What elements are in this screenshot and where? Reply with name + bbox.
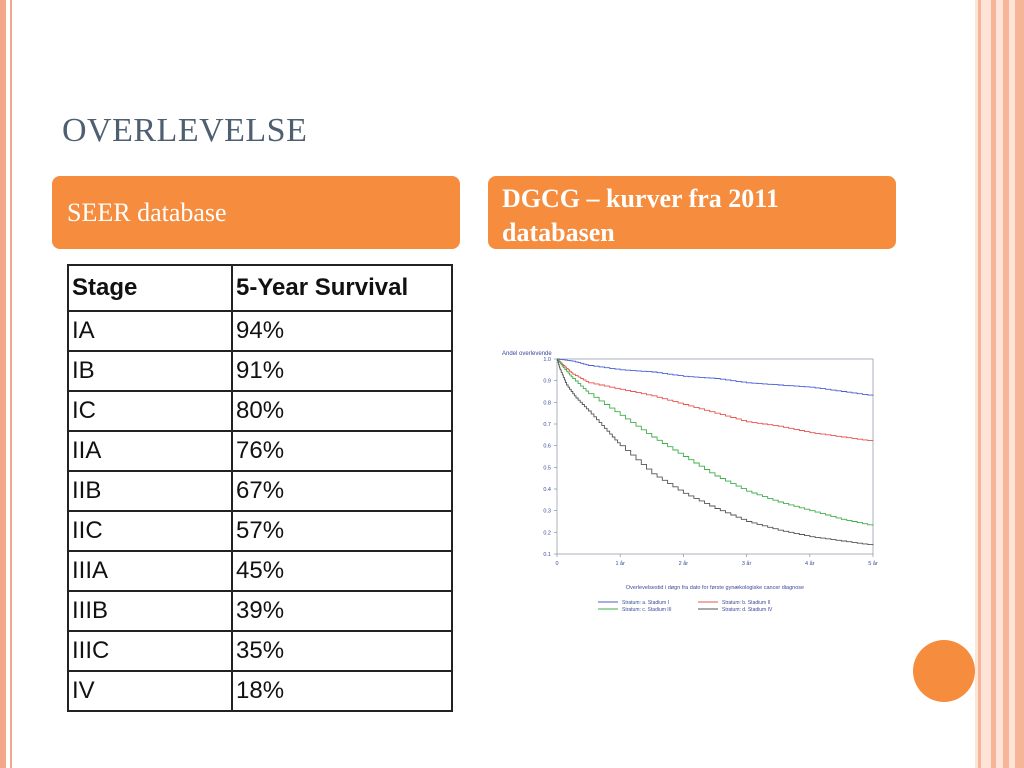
survival-cell: 18% <box>231 670 453 712</box>
stage-cell: IV <box>67 670 233 712</box>
survival-series-line <box>557 358 874 526</box>
y-tick-label: 0.8 <box>543 400 551 406</box>
table-row: IIB 67% <box>67 470 453 512</box>
survival-cell: 35% <box>231 630 453 672</box>
legend-label: Stratum: c. Stadium III <box>622 607 671 613</box>
right-accent-stripe <box>1015 0 1024 768</box>
left-accent-line <box>10 0 12 768</box>
survival-cell: 91% <box>231 350 453 392</box>
x-tick-label: 0 <box>555 561 558 567</box>
seer-header-box: SEER database <box>52 176 460 249</box>
stage-cell: IIA <box>67 430 233 472</box>
y-tick-label: 0.9 <box>543 379 551 385</box>
stage-cell: IIIB <box>67 590 233 632</box>
y-tick-label: 0.3 <box>543 509 551 515</box>
survival-cell: 45% <box>231 550 453 592</box>
y-tick-label: 0.4 <box>543 487 551 493</box>
y-tick-label: 0.1 <box>543 552 551 558</box>
survival-curve-chart: Andel overlevende 0.1 0.2 0.3 0.4 0.5 0.6 0.7 0.… <box>502 351 878 613</box>
legend-label: Stratum: a. Stadium I <box>622 600 669 606</box>
table-row: IIA 76% <box>67 430 453 472</box>
survival-cell: 67% <box>231 470 453 512</box>
dgcg-header-box: DGCG – kurver fra 2011 databasen <box>488 176 896 249</box>
y-tick-label: 1.0 <box>543 357 551 363</box>
x-tick-label: 2 år <box>679 560 689 567</box>
table-row: IA 94% <box>67 310 453 352</box>
stage-cell: IIB <box>67 470 233 512</box>
column-header-stage: Stage <box>67 264 233 312</box>
y-tick-label: 0.7 <box>543 422 551 428</box>
table-row: IIIB 39% <box>67 590 453 632</box>
right-accent-stripe <box>1003 0 1009 768</box>
x-tick-label: 4 år <box>805 560 815 567</box>
legend-label: Stratum: d. Stadium IV <box>722 607 773 613</box>
survival-series-line <box>557 358 874 546</box>
stage-cell: IC <box>67 390 233 432</box>
y-tick-label: 0.5 <box>543 465 551 471</box>
y-tick-label: 0.6 <box>543 444 551 450</box>
stage-cell: IA <box>67 310 233 352</box>
stage-cell: IIIC <box>67 630 233 672</box>
table-row: IV 18% <box>67 670 453 712</box>
stage-cell: IIC <box>67 510 233 552</box>
table-row: IB 91% <box>67 350 453 392</box>
survival-series-line <box>557 358 874 396</box>
table-row: IIIA 45% <box>67 550 453 592</box>
left-accent-gap <box>6 0 10 768</box>
table-row: IC 80% <box>67 390 453 432</box>
right-accent-stripe <box>991 0 996 768</box>
survival-cell: 94% <box>231 310 453 352</box>
stage-cell: IB <box>67 350 233 392</box>
y-tick-label: 0.2 <box>543 530 551 536</box>
survival-cell: 39% <box>231 590 453 632</box>
dgcg-header-text: DGCG – kurver fra 2011 databasen <box>502 184 779 247</box>
x-tick-label: 5 år <box>868 560 878 567</box>
column-header-survival: 5-Year Survival <box>231 264 453 312</box>
x-tick-label: 3 år <box>742 560 752 567</box>
survival-cell: 76% <box>231 430 453 472</box>
table-header-row: Stage 5-Year Survival <box>67 264 453 312</box>
survival-series-line <box>557 358 874 442</box>
x-tick-label: 1 år <box>615 560 625 567</box>
slide-title: OVERLEVELSE <box>62 112 308 149</box>
y-axis-label: Andel overlevende <box>502 351 552 357</box>
right-accent-stripe <box>978 0 981 768</box>
left-accent-stripe <box>0 0 6 768</box>
table-row: IIIC 35% <box>67 630 453 672</box>
table-row: IIC 57% <box>67 510 453 552</box>
survival-cell: 80% <box>231 390 453 432</box>
survival-cell: 57% <box>231 510 453 552</box>
plot-frame <box>556 358 874 555</box>
seer-header-text: SEER database <box>67 198 227 227</box>
x-axis-label: Overlevelsestid i døgn fra dato for førs… <box>626 585 804 591</box>
legend-label: Stratum: b. Stadium II <box>722 600 770 606</box>
decorative-orange-circle <box>913 640 975 702</box>
stage-cell: IIIA <box>67 550 233 592</box>
survival-table: Stage 5-Year Survival IA 94% IB 91% IC 80% … <box>67 264 453 712</box>
